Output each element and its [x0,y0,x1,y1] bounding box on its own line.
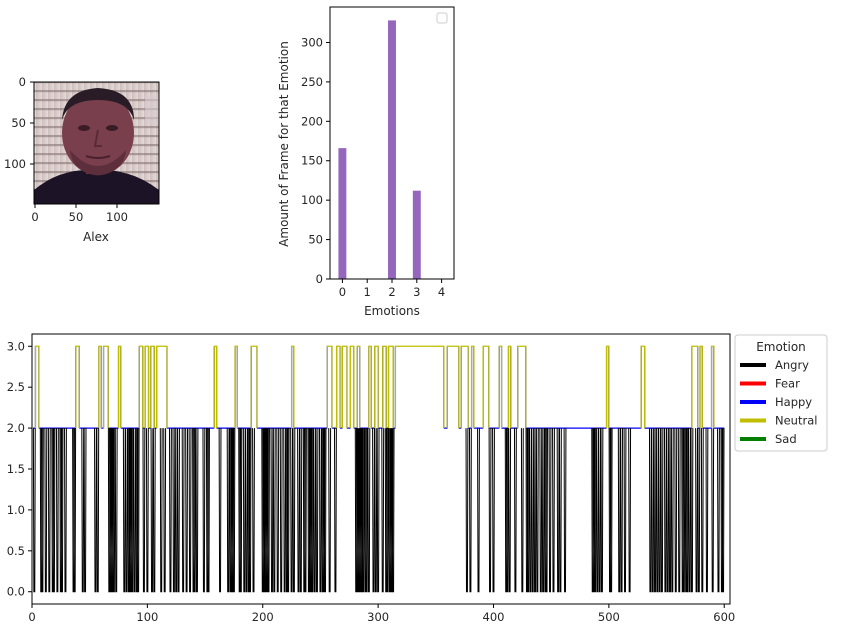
bar-ytick-label: 200 [301,114,323,128]
line-ytick-label: 0.5 [7,544,25,558]
bar-marks [338,20,421,280]
series-neutral-line [34,345,715,429]
line-xtick-label: 500 [598,610,620,624]
line-xtick-label: 300 [367,610,389,624]
line-xtick-label: 200 [252,610,274,624]
line-ytick-label: 2.0 [7,421,25,435]
image-xtick-label: 50 [69,210,84,224]
series-angry-line [32,428,725,593]
line-ytick-label: 1.0 [7,503,25,517]
face-photo [34,82,159,204]
line-xtick-label: 400 [483,610,505,624]
image-xtick-label: 0 [31,210,38,224]
line-xtick-label: 600 [713,610,735,624]
bar-ytick-label: 300 [301,35,323,49]
image-ytick-label: 50 [11,116,26,130]
bar-y-axis: 0 50 100 150 200 250 300 [301,35,330,286]
bar-xtick-label: 3 [413,285,420,299]
legend: Emotion Angry Fear Happy Neutral Sad [734,334,828,452]
legend-label-sad: Sad [775,432,797,446]
bar-x-axis: 0 1 2 3 4 [339,279,445,299]
bar-xlabel: Emotions [364,304,420,318]
bar-empty-legend [436,12,448,24]
bar-ytick-label: 50 [308,233,323,247]
bar-chart: 0 50 100 150 200 250 300 0 1 2 3 4 Emotions Amount… [277,6,455,318]
image-frame [33,81,160,205]
bar-xtick-label: 0 [339,285,346,299]
bar-ytick-label: 100 [301,193,323,207]
legend-label-neutral: Neutral [775,414,817,428]
image-xlabel: Alex [83,230,109,244]
legend-title: Emotion [756,340,806,354]
line-ytick-label: 0.0 [7,585,25,599]
image-xtick-label: 100 [106,210,128,224]
bar-emotion-2 [388,20,396,280]
legend-label-fear: Fear [775,377,800,391]
bar-emotion-0 [338,148,347,279]
bar-xtick-label: 1 [364,285,371,299]
line-plot-frame [31,333,731,605]
line-ytick-label: 3.0 [7,339,25,353]
bar-ylabel: Amount of Frame for that Emotion [277,41,291,247]
line-xtick-label: 100 [136,610,158,624]
image-panel: 0 50 100 0 50 100 Alex [4,75,160,244]
line-xtick-label: 0 [28,610,35,624]
bar-xtick-label: 4 [438,285,445,299]
image-xticks: 0 50 100 [31,204,128,224]
image-ytick-label: 100 [4,157,26,171]
image-ytick-label: 0 [19,75,26,89]
bar-emotion-3 [412,190,421,279]
legend-label-happy: Happy [775,395,812,409]
image-yticks: 0 50 100 [4,75,34,171]
bar-ytick-label: 0 [316,272,323,286]
bar-xtick-label: 2 [388,285,395,299]
line-y-axis: 0.0 0.5 1.0 1.5 2.0 2.5 3.0 [7,339,32,599]
bar-ytick-label: 150 [301,154,323,168]
bar-ytick-label: 250 [301,75,323,89]
line-ytick-label: 2.5 [7,380,25,394]
line-x-axis: 0 100 200 300 400 500 600 [28,604,735,624]
bar-plot-frame [329,6,455,280]
legend-label-angry: Angry [775,358,809,372]
line-ytick-label: 1.5 [7,462,25,476]
emotion-line-chart: 0.0 0.5 1.0 1.5 2.0 2.5 3.0 0 100 200 300 400 500 60… [7,333,828,624]
